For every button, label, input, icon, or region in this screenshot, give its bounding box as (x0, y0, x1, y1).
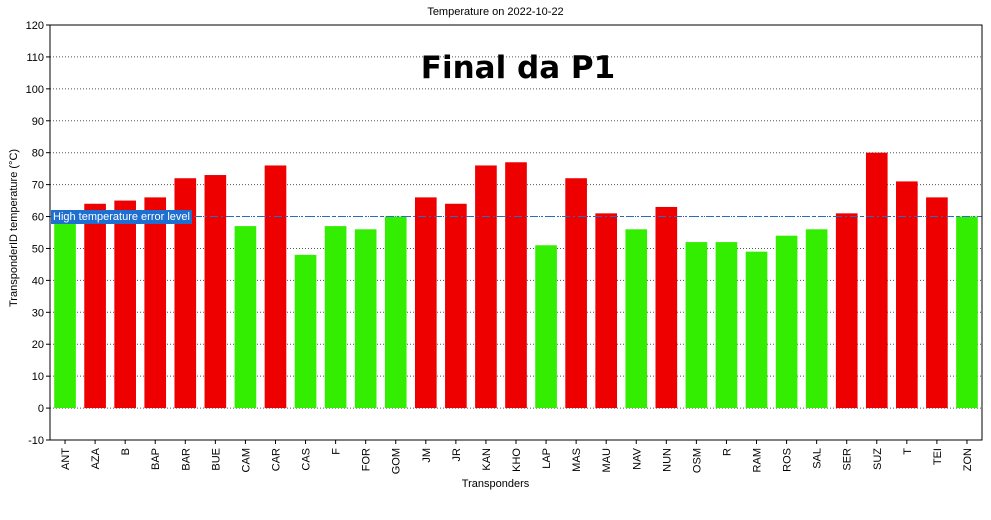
x-tick-label: BUE (210, 448, 222, 471)
x-tick-label: JR (451, 448, 463, 462)
y-tick-label: 110 (26, 52, 44, 64)
x-tick-label: TEI (932, 448, 944, 465)
bar-mas (565, 178, 587, 409)
bar-osm (685, 242, 708, 409)
bar-bue (204, 175, 227, 409)
x-tick-label: NUN (661, 448, 673, 472)
x-tick-label: MAU (601, 448, 613, 473)
x-tick-label: AZA (90, 447, 102, 469)
x-tick-label: LAP (541, 448, 553, 469)
y-tick-label: 60 (32, 212, 44, 224)
x-tick-label: SUZ (872, 448, 884, 470)
y-tick-label: 40 (32, 275, 44, 287)
bar-ant (54, 216, 76, 409)
bar-bap (144, 197, 167, 409)
bar-lap (535, 245, 557, 409)
overlay-title: Final da P1 (420, 50, 616, 86)
threshold-label: High temperature error level (51, 210, 192, 224)
bar-sal (805, 229, 828, 409)
bar-ser (835, 213, 858, 409)
x-tick-label: T (902, 448, 914, 455)
x-tick-label: ANT (60, 448, 72, 470)
y-axis-label: TransponderID temperature (°C) (8, 148, 20, 307)
bar-nav (625, 229, 648, 409)
plot-frame (49, 24, 983, 441)
bar-cam (234, 226, 257, 409)
bar-gom (384, 216, 407, 409)
bar-cas (294, 254, 317, 409)
x-tick-label: SAL (812, 448, 824, 469)
x-tick-label: ZON (962, 448, 974, 471)
x-tick-label: GOM (391, 448, 403, 474)
x-tick-label: MAS (571, 448, 583, 472)
y-tick-label: 90 (32, 116, 44, 128)
y-tick-label: -10 (28, 435, 44, 447)
x-tick-label: F (331, 448, 343, 455)
x-tick-label: FOR (361, 448, 373, 471)
bar-car (264, 165, 287, 409)
bar-bar (174, 178, 197, 409)
bar-for (354, 229, 377, 409)
y-tick-label: 80 (32, 148, 44, 160)
y-tick-label: 100 (26, 84, 44, 96)
x-tick-label: SER (842, 448, 854, 471)
y-tick-label: 30 (32, 307, 44, 319)
bar-ram (745, 251, 768, 409)
bar-f (324, 226, 347, 409)
y-tick-label: 20 (32, 339, 44, 351)
y-tick-label: 0 (38, 403, 44, 415)
x-tick-label: JM (421, 448, 433, 463)
y-tick-label: 10 (32, 371, 44, 383)
x-tick-label: KAN (481, 448, 493, 471)
bar-kan (475, 165, 497, 409)
x-tick-label: CAM (240, 448, 252, 472)
bar-ros (775, 235, 798, 409)
bar-jm (414, 197, 437, 409)
bar-zon (956, 216, 978, 409)
x-tick-label: ROS (782, 448, 794, 472)
bar-suz (865, 152, 888, 409)
bar-b (114, 200, 136, 409)
x-tick-label: OSM (691, 448, 703, 473)
x-tick-label: BAP (150, 448, 162, 470)
x-tick-label: NAV (631, 447, 643, 469)
x-tick-label: CAS (301, 448, 313, 471)
x-tick-label: B (120, 448, 132, 455)
bar-aza (84, 203, 106, 409)
x-tick-label: BAR (180, 448, 192, 471)
y-tick-label: 120 (26, 20, 44, 32)
x-tick-label: R (721, 448, 733, 456)
chart-title: Temperature on 2022-10-22 (427, 6, 564, 18)
x-axis-label: Transponders (461, 478, 530, 490)
bar-t (896, 181, 918, 409)
bar-r (715, 242, 738, 409)
y-tick-label: 50 (32, 243, 44, 255)
x-tick-label: RAM (752, 448, 764, 472)
bar-nun (655, 206, 678, 409)
bar-jr (445, 203, 467, 409)
y-tick-label: 70 (32, 180, 44, 192)
bar-tei (926, 197, 948, 409)
x-tick-label: CAR (270, 448, 282, 471)
bar-kho (505, 162, 527, 409)
x-tick-label: KHO (511, 448, 523, 472)
bar-mau (595, 213, 618, 409)
